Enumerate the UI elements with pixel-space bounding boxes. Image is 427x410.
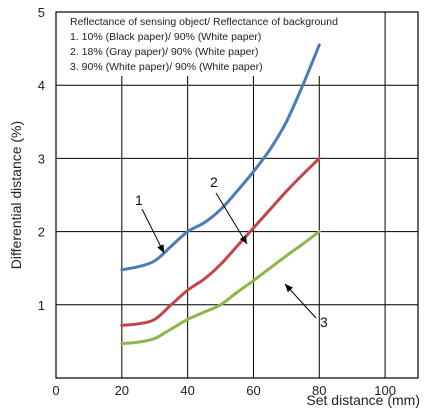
series-callout-arrow-2 <box>215 192 248 245</box>
y-tick-label-4: 4 <box>38 78 45 93</box>
series-line-2 <box>120 156 321 327</box>
x-axis-label: Set distance (mm) <box>306 392 420 408</box>
legend-entry-3: 3. 90% (White paper)/ 90% (White paper) <box>70 61 263 73</box>
y-axis-label: Differential distance (%) <box>8 121 24 269</box>
series-callout-arrow-2-head <box>239 235 247 244</box>
y-tick-label-1: 1 <box>38 298 45 313</box>
legend-entry-2: 2. 18% (Gray paper)/ 90% (White paper) <box>70 46 259 58</box>
x-tick-label-80: 80 <box>312 383 326 398</box>
series-callout-arrow-2-line <box>215 192 248 245</box>
x-tick-label-20: 20 <box>115 383 129 398</box>
x-tick-label-60: 60 <box>246 383 260 398</box>
legend-background <box>62 10 368 76</box>
series-callout-label-1: 1 <box>135 192 143 208</box>
legend: Reflectance of sensing object/ Reflectan… <box>62 10 368 76</box>
series-callout-arrow-3 <box>284 283 317 319</box>
series-line-3 <box>120 230 321 346</box>
y-tick-label-3: 3 <box>38 151 45 166</box>
series-callout-label-2: 2 <box>210 174 218 190</box>
plot-frame <box>55 11 419 379</box>
series-callout-label-3: 3 <box>320 314 328 330</box>
x-tick-label-100: 100 <box>374 383 396 398</box>
x-tick-label-0: 0 <box>52 383 59 398</box>
series-callout-arrow-1-head <box>157 244 164 253</box>
series-lines <box>120 43 321 346</box>
y-tick-label-5: 5 <box>38 5 45 20</box>
tick-labels: 0 20 40 60 80 100 1 2 3 4 5 <box>38 5 396 398</box>
series-line-1 <box>120 43 321 272</box>
legend-heading: Reflectance of sensing object/ Reflectan… <box>70 16 338 28</box>
legend-entry-1: 1. 10% (Black paper)/ 90% (White paper) <box>70 31 261 43</box>
series-callout-arrow-1-line <box>141 208 165 254</box>
series-callouts: 1 2 3 <box>135 174 328 330</box>
y-tick-label-2: 2 <box>38 225 45 240</box>
series-callout-arrow-1 <box>141 208 165 254</box>
x-tick-label-40: 40 <box>180 383 194 398</box>
series-callout-arrow-3-head <box>285 284 293 293</box>
